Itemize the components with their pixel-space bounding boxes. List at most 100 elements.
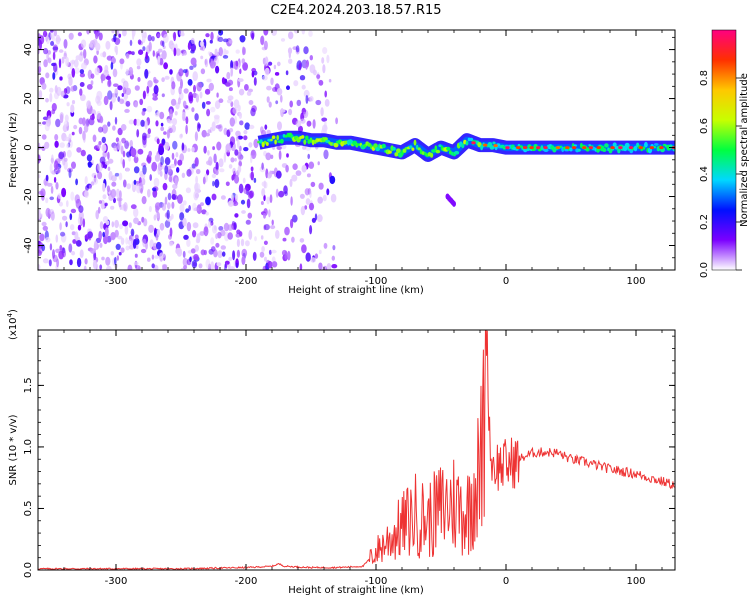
colorbar-frame bbox=[711, 29, 737, 271]
noise-cell bbox=[276, 88, 283, 96]
signal-peak bbox=[505, 146, 510, 150]
noise-cell bbox=[289, 100, 294, 108]
secondary-echo bbox=[452, 200, 456, 207]
noise-cell bbox=[310, 257, 316, 263]
noise-cell bbox=[104, 227, 109, 237]
noise-cell bbox=[120, 157, 123, 165]
noise-cell bbox=[243, 147, 249, 152]
y-tick-label: 1.5 bbox=[23, 377, 34, 393]
noise-cell bbox=[113, 145, 119, 152]
noise-cell bbox=[65, 56, 69, 67]
signal-blob bbox=[402, 148, 407, 153]
noise-cell bbox=[228, 87, 233, 92]
noise-cell bbox=[102, 182, 106, 192]
noise-cell bbox=[231, 174, 235, 181]
noise-cell bbox=[174, 177, 178, 186]
noise-cell bbox=[158, 145, 165, 156]
noise-cell bbox=[215, 161, 219, 172]
noise-cell bbox=[187, 148, 191, 152]
noise-cell bbox=[123, 93, 129, 100]
noise-cell bbox=[86, 84, 93, 90]
noise-cell bbox=[250, 166, 254, 172]
snr-x-axis-label: Height of straight line (km) bbox=[288, 585, 424, 596]
noise-cell bbox=[170, 98, 177, 106]
noise-cell bbox=[187, 79, 193, 86]
signal-blob bbox=[301, 135, 305, 139]
noise-cell bbox=[90, 248, 96, 254]
noise-cell bbox=[264, 67, 270, 76]
signal-blob bbox=[305, 135, 309, 141]
noise-cell bbox=[264, 181, 268, 189]
noise-cell bbox=[254, 236, 257, 242]
noise-cell bbox=[58, 201, 64, 207]
noise-cell bbox=[266, 196, 270, 205]
signal-blob bbox=[489, 145, 495, 150]
noise-cell bbox=[90, 73, 95, 79]
noise-cell bbox=[68, 76, 73, 86]
noise-cell bbox=[144, 119, 148, 130]
noise-cell bbox=[309, 55, 313, 61]
noise-cell bbox=[205, 196, 211, 206]
noise-cell bbox=[120, 124, 127, 131]
noise-cell bbox=[86, 154, 93, 162]
noise-cell bbox=[169, 69, 173, 75]
signal-blob bbox=[263, 140, 267, 144]
noise-cell bbox=[45, 174, 49, 182]
noise-cell bbox=[205, 211, 209, 216]
signal-blob bbox=[265, 142, 269, 146]
noise-cell bbox=[225, 143, 232, 153]
signal-blob bbox=[480, 144, 484, 151]
noise-cell bbox=[130, 204, 137, 210]
noise-cell bbox=[129, 39, 133, 47]
noise-cell bbox=[62, 247, 66, 254]
noise-cell bbox=[262, 75, 268, 81]
noise-cell bbox=[161, 77, 165, 83]
noise-cell bbox=[268, 61, 273, 66]
noise-cell bbox=[63, 157, 68, 162]
noise-cell bbox=[268, 209, 271, 218]
noise-cell bbox=[122, 80, 129, 90]
signal-blob bbox=[303, 139, 307, 145]
noise-cell bbox=[238, 183, 244, 194]
noise-cell bbox=[103, 95, 109, 106]
noise-cell bbox=[68, 168, 72, 179]
noise-cell bbox=[110, 205, 115, 210]
noise-cell bbox=[167, 192, 172, 201]
noise-cell bbox=[82, 218, 86, 228]
noise-cell bbox=[91, 159, 95, 164]
noise-cell bbox=[238, 160, 242, 167]
noise-cell bbox=[235, 130, 241, 137]
noise-cell bbox=[107, 166, 111, 171]
noise-cell bbox=[205, 101, 211, 105]
noise-cell bbox=[164, 196, 168, 205]
noise-cell bbox=[156, 138, 160, 145]
noise-cell bbox=[217, 231, 222, 239]
noise-cell bbox=[94, 67, 100, 76]
noise-cell bbox=[57, 193, 62, 199]
noise-cell bbox=[212, 180, 215, 187]
noise-cell bbox=[220, 195, 226, 200]
noise-cell bbox=[59, 76, 63, 81]
noise-cell bbox=[303, 89, 310, 98]
signal-blob bbox=[411, 147, 415, 151]
noise-cell bbox=[324, 120, 327, 131]
noise-cell bbox=[293, 80, 299, 87]
noise-cell bbox=[147, 257, 151, 262]
noise-cell bbox=[206, 78, 212, 83]
noise-cell bbox=[253, 138, 259, 149]
noise-cell bbox=[144, 68, 149, 79]
noise-cell bbox=[202, 176, 206, 185]
noise-cell bbox=[80, 149, 86, 157]
signal-peak bbox=[516, 146, 521, 150]
noise-cell bbox=[55, 118, 61, 128]
noise-cell bbox=[287, 250, 291, 261]
noise-cell bbox=[83, 49, 87, 59]
noise-cell bbox=[142, 164, 147, 175]
noise-cell bbox=[52, 249, 55, 259]
noise-cell bbox=[250, 171, 254, 181]
noise-cell bbox=[115, 45, 118, 56]
noise-cell bbox=[210, 31, 214, 41]
noise-cell bbox=[171, 118, 178, 126]
noise-cell bbox=[260, 235, 264, 240]
noise-cell bbox=[290, 196, 293, 206]
